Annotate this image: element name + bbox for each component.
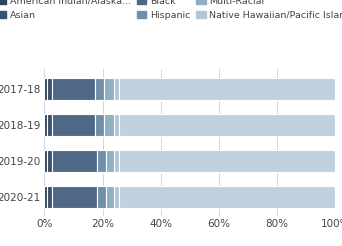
- Bar: [119, 150, 335, 172]
- Bar: [47, 113, 52, 136]
- Bar: [95, 77, 104, 100]
- Bar: [114, 113, 119, 136]
- Legend: American Indian/Alaska..., Asian, Black, Hispanic, Multi-Racial, Native Hawaiian: American Indian/Alaska..., Asian, Black,…: [0, 0, 342, 20]
- Bar: [119, 113, 335, 136]
- Bar: [52, 113, 95, 136]
- Bar: [47, 185, 52, 208]
- Bar: [44, 150, 47, 172]
- Bar: [44, 77, 47, 100]
- Bar: [95, 113, 104, 136]
- Bar: [119, 185, 335, 208]
- Bar: [47, 150, 52, 172]
- Bar: [97, 150, 105, 172]
- Bar: [114, 185, 119, 208]
- Bar: [47, 77, 52, 100]
- Bar: [104, 113, 114, 136]
- Bar: [52, 185, 97, 208]
- Bar: [114, 150, 119, 172]
- Bar: [52, 77, 95, 100]
- Bar: [97, 185, 105, 208]
- Bar: [105, 185, 114, 208]
- Bar: [52, 150, 97, 172]
- Bar: [114, 77, 119, 100]
- Bar: [104, 77, 114, 100]
- Bar: [44, 185, 47, 208]
- Bar: [105, 150, 114, 172]
- Bar: [44, 113, 47, 136]
- Bar: [119, 77, 335, 100]
